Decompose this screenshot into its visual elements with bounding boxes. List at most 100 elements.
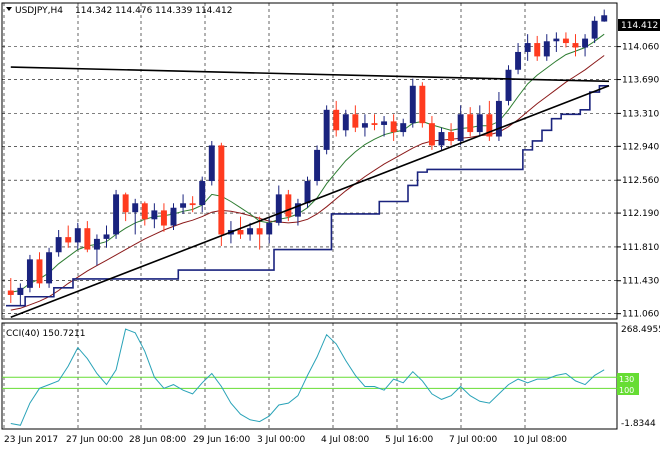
- candle-bull: [591, 20, 598, 39]
- cci-label: CCI(40) 150.7211: [6, 329, 86, 339]
- candle-bull: [601, 15, 608, 22]
- candle-bull: [323, 109, 330, 150]
- candle-bear: [448, 132, 455, 141]
- cci-level-100-text: 100: [619, 386, 634, 395]
- candle-bear: [237, 229, 244, 235]
- cci-upper-value: 268.4955: [621, 325, 660, 335]
- candle-bull: [553, 38, 560, 42]
- candle-bull: [515, 51, 522, 70]
- price-axis: 114.060 113.690 113.310 112.940 112.560 112.1…: [617, 43, 659, 320]
- candle-bull: [381, 121, 388, 125]
- rising-trend-line: [10, 85, 610, 318]
- time-tick-label: 28 Jun 08:00: [129, 435, 186, 445]
- candle-bull: [582, 38, 589, 48]
- price-tick-label: 111.430: [622, 277, 659, 287]
- price-tick-label: 114.060: [622, 43, 659, 53]
- time-tick-label: 7 Jul 00:00: [449, 435, 498, 445]
- price-tick-label: 113.690: [622, 76, 659, 86]
- candle-bull: [495, 100, 502, 137]
- last-price-badge: [618, 19, 660, 31]
- candle-bull: [409, 85, 416, 124]
- candle-bear: [285, 194, 292, 217]
- last-price-text: 114.412: [621, 21, 658, 31]
- cci-level-130-text: 130: [619, 375, 634, 384]
- cci-line: [10, 328, 605, 426]
- candle-bull: [26, 259, 33, 288]
- ma-slow-line: [10, 55, 605, 311]
- ohlc-values: 114.342 114.476 114.339 114.412: [75, 6, 232, 16]
- candle-bear: [390, 121, 397, 133]
- candle-bull: [266, 222, 273, 235]
- candle-bear: [562, 38, 569, 44]
- candle-bull: [505, 69, 512, 101]
- candle-bear: [333, 109, 340, 131]
- trailing-stop-line: [6, 84, 609, 307]
- candle-bull: [314, 149, 321, 182]
- candle-bear: [534, 43, 541, 57]
- candle-bear: [256, 228, 263, 235]
- price-tick-label: 111.810: [622, 243, 659, 253]
- candle-bear: [36, 259, 43, 284]
- candle-bear: [65, 237, 72, 243]
- time-tick-label: 10 Jul 08:00: [513, 435, 567, 445]
- candle-bull: [247, 228, 254, 235]
- candle-bear: [352, 114, 359, 128]
- candle-bull: [46, 252, 53, 284]
- cci-level-130-badge: [617, 373, 639, 384]
- candle-bear: [7, 290, 14, 295]
- cci-lower-value: -1.8344: [621, 419, 656, 429]
- candlesticks: [7, 9, 608, 306]
- candle-bull: [17, 287, 24, 295]
- trend-lines[interactable]: [10, 66, 610, 318]
- candle-bull: [93, 238, 100, 250]
- candle-bear: [189, 203, 196, 206]
- candle-bull: [543, 41, 550, 57]
- cci-level-100-badge: [617, 384, 639, 395]
- time-tick-label: 23 Jun 2017: [4, 435, 58, 445]
- horizontal-resistance-line: [10, 66, 610, 83]
- cci-indicator: [2, 328, 617, 426]
- candle-bull: [438, 132, 445, 146]
- candle-bull: [457, 114, 464, 141]
- symbol-label: USDJPY,H4: [15, 6, 63, 16]
- candle-bear: [572, 43, 579, 48]
- candle-bull: [132, 203, 139, 213]
- candle-bull: [524, 43, 531, 52]
- candle-bull: [476, 114, 483, 133]
- candle-bull: [103, 234, 110, 239]
- candle-bull: [342, 114, 349, 131]
- time-tick-label: 29 Jun 16:00: [193, 435, 250, 445]
- candle-bear: [486, 114, 493, 137]
- triangle-down-icon[interactable]: [6, 7, 12, 11]
- time-tick-label: 27 Jun 00:00: [66, 435, 123, 445]
- price-tick-label: 112.940: [622, 142, 659, 152]
- candle-bull: [170, 207, 177, 226]
- candle-bear: [428, 123, 435, 146]
- price-tick-label: 112.560: [622, 176, 659, 186]
- grid-lines: [2, 3, 617, 429]
- candle-bull: [180, 203, 187, 208]
- trail-step-line: [6, 84, 609, 307]
- time-tick-label: 5 Jul 16:00: [385, 435, 434, 445]
- candle-bear: [371, 123, 378, 125]
- price-panel-frame: [1, 2, 618, 320]
- ma-fast-line: [10, 33, 605, 293]
- candle-bear: [419, 85, 426, 124]
- candle-bull: [55, 237, 62, 253]
- candle-bull: [275, 194, 282, 223]
- candle-bull: [208, 145, 215, 182]
- moving-averages: [10, 33, 605, 311]
- candle-bull: [199, 181, 206, 206]
- candle-bull: [113, 194, 120, 235]
- time-axis: 23 Jun 2017 27 Jun 00:00 28 Jun 08:00 29 Ju…: [4, 435, 567, 445]
- candle-bull: [400, 123, 407, 133]
- candle-bear: [467, 114, 474, 133]
- candle-bear: [160, 210, 167, 226]
- candle-bull: [294, 203, 301, 217]
- candle-bull: [304, 181, 311, 204]
- price-tick-label: 112.190: [622, 209, 659, 219]
- candle-bear: [141, 203, 148, 220]
- price-tick-label: 111.060: [622, 310, 659, 320]
